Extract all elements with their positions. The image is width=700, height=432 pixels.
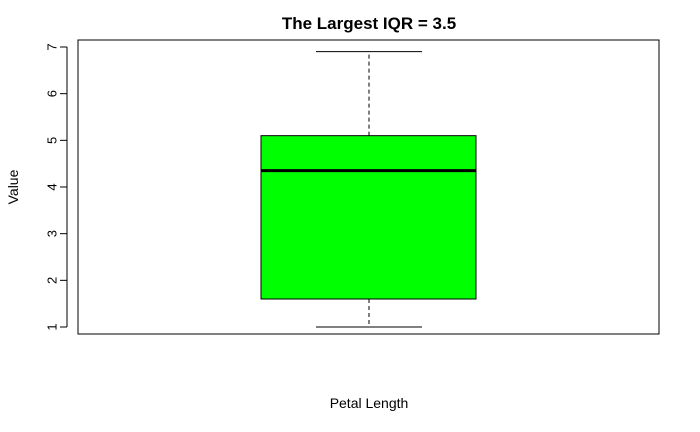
plot-frame bbox=[77, 39, 660, 335]
y-tick-label: 6 bbox=[45, 90, 60, 97]
y-tick-label: 2 bbox=[45, 277, 60, 284]
y-tick-label: 4 bbox=[45, 183, 60, 190]
y-tick-label: 7 bbox=[45, 43, 60, 50]
y-tick-label: 1 bbox=[45, 323, 60, 330]
x-axis-label: Petal Length bbox=[330, 395, 409, 411]
box-plot bbox=[260, 51, 477, 328]
y-axis-label: Value bbox=[5, 169, 21, 204]
chart-title: The Largest IQR = 3.5 bbox=[282, 14, 456, 33]
y-tick-label: 3 bbox=[45, 230, 60, 237]
iqr-box bbox=[260, 135, 477, 300]
y-tick-label: 5 bbox=[45, 137, 60, 144]
y-axis: 1 2 3 4 5 6 7 bbox=[45, 43, 68, 331]
